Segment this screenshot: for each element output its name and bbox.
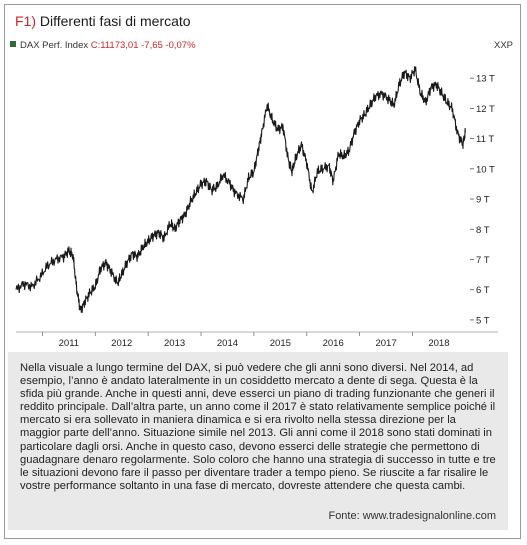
caption-text: Nella visuale a lungo termine del DAX, s… — [20, 362, 496, 492]
dax-line-chart: 5 T 6 T 7 T 8 T 9 T 10 T 11 T 12 T 13 T 2011 2012 2… — [15, 66, 498, 349]
y-tick-label: 5 T — [476, 315, 490, 326]
x-tick-label: 2012 — [111, 338, 132, 349]
y-tick-label: 6 T — [476, 285, 490, 296]
chart-panel: 5 T 6 T 7 T 8 T 9 T 10 T 11 T 12 T 13 T 2011 2012 2… — [8, 32, 508, 350]
x-tick-label: 2014 — [217, 338, 238, 349]
legend-marker — [10, 41, 16, 48]
chart-legend: DAX Perf. Index C:11173,01 -7,65 -0,07% — [10, 40, 196, 51]
x-tick-label: 2018 — [428, 338, 449, 349]
y-tick-label: 7 T — [476, 255, 490, 266]
x-tick-label: 2011 — [59, 338, 79, 349]
x-tick-label: 2016 — [323, 338, 344, 349]
caption-box: Nella visuale a lungo termine del DAX, s… — [8, 352, 508, 530]
figure-number: F1) — [15, 13, 36, 29]
x-tick-label: 2017 — [375, 338, 396, 349]
y-tick-label: 10 T — [476, 164, 495, 175]
x-tick-label: 2013 — [164, 338, 185, 349]
y-tick-label: 9 T — [476, 195, 490, 206]
figure-title-text: Differenti fasi di mercato — [39, 13, 191, 29]
series-line-dax — [15, 66, 466, 313]
source-credit: Fonte: www.tradesignalonline.com — [328, 510, 496, 522]
x-tick-label: 2015 — [270, 338, 291, 349]
figure-title: F1) Differenti fasi di mercato — [15, 13, 191, 29]
y-tick-label: 8 T — [476, 225, 490, 236]
y-tick-label: 11 T — [476, 134, 494, 145]
currency-label: XXP — [493, 40, 513, 51]
legend-series-name: DAX Perf. Index — [20, 40, 89, 51]
legend-value: C:11173,01 -7,65 -0,07% — [90, 40, 196, 51]
y-tick-label: 13 T — [476, 74, 495, 85]
y-tick-label: 12 T — [476, 104, 495, 115]
